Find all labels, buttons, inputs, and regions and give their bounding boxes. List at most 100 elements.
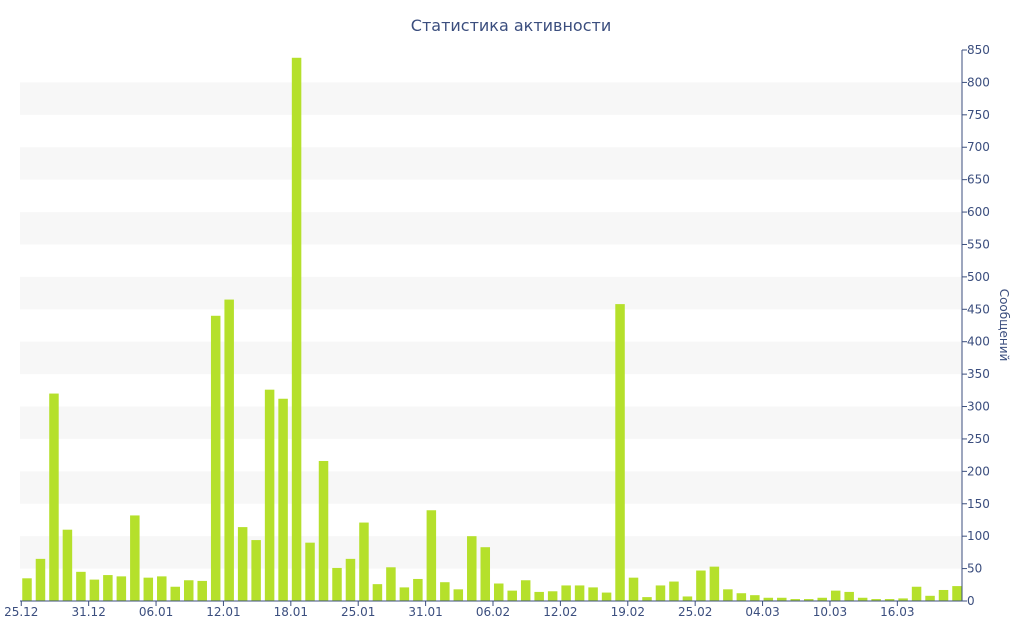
bar[interactable] [22, 578, 32, 601]
bar[interactable] [507, 590, 517, 601]
bar[interactable] [574, 585, 585, 601]
bar[interactable] [372, 584, 383, 601]
y-tick-label: 450 [967, 302, 990, 316]
grid-band [20, 406, 962, 439]
bar[interactable] [413, 578, 423, 601]
bar[interactable] [224, 299, 234, 601]
y-tick-label: 300 [967, 400, 990, 414]
bar[interactable] [49, 393, 59, 601]
y-tick-label: 50 [967, 562, 982, 576]
bar[interactable] [251, 540, 261, 601]
bar[interactable] [318, 460, 329, 601]
bar[interactable] [89, 579, 100, 601]
bar[interactable] [736, 593, 747, 601]
bar[interactable] [278, 398, 288, 601]
bar[interactable] [386, 567, 396, 601]
x-tick-label: 06.01 [139, 605, 173, 619]
x-tick-label: 25.02 [678, 605, 712, 619]
bar[interactable] [291, 57, 302, 601]
bar[interactable] [210, 315, 221, 601]
bar[interactable] [898, 598, 908, 601]
bar[interactable] [520, 580, 531, 601]
grid-band [20, 82, 962, 115]
x-tick-label: 25.12 [4, 605, 38, 619]
bar[interactable] [777, 597, 787, 601]
bar[interactable] [480, 547, 491, 601]
bar[interactable] [911, 586, 922, 601]
bar[interactable] [76, 571, 86, 601]
bar[interactable] [197, 580, 207, 601]
y-tick-label: 500 [967, 270, 990, 284]
y-tick-label: 600 [967, 205, 990, 219]
grid-bands [20, 82, 962, 569]
bar[interactable] [467, 536, 477, 601]
bar[interactable] [763, 597, 774, 601]
bar[interactable] [857, 597, 868, 601]
chart-title: Статистика активности [411, 16, 611, 35]
x-tick-label: 16.03 [880, 605, 914, 619]
bar[interactable] [561, 585, 571, 601]
bar[interactable] [884, 599, 895, 601]
bar[interactable] [143, 577, 154, 601]
bar[interactable] [682, 596, 693, 601]
x-tick-label: 25.01 [341, 605, 375, 619]
bar[interactable] [305, 542, 315, 601]
bar[interactable] [534, 591, 544, 601]
bar[interactable] [844, 591, 854, 601]
bar[interactable] [655, 585, 666, 601]
bar[interactable] [790, 599, 801, 601]
bar[interactable] [157, 576, 167, 601]
bar[interactable] [35, 558, 46, 601]
y-tick-label: 150 [967, 497, 990, 511]
bar[interactable] [588, 587, 598, 601]
bar[interactable] [669, 581, 679, 601]
x-tick-label: 06.02 [476, 605, 510, 619]
bar[interactable] [723, 589, 733, 601]
bar[interactable] [359, 522, 369, 601]
bar[interactable] [493, 583, 504, 602]
bar[interactable] [237, 527, 248, 601]
bar[interactable] [709, 566, 720, 601]
bar[interactable] [642, 597, 652, 601]
y-tick-label: 700 [967, 140, 990, 154]
bar[interactable] [952, 586, 962, 601]
bar[interactable] [830, 590, 841, 601]
bar[interactable] [399, 587, 410, 601]
bar[interactable] [628, 577, 639, 601]
bar[interactable] [453, 589, 464, 601]
bars [22, 57, 962, 602]
bar[interactable] [130, 515, 140, 601]
bar[interactable] [426, 510, 437, 601]
bar[interactable] [871, 599, 881, 601]
bar[interactable] [615, 304, 625, 601]
y-axis: 0 50 100 150 200 250 300 350 400 450 500 550 600 650 7… [961, 43, 990, 608]
bar[interactable] [750, 595, 760, 601]
x-tick-label: 12.01 [206, 605, 240, 619]
grid-band [20, 276, 962, 310]
bar[interactable] [803, 599, 814, 601]
y-tick-label: 850 [967, 43, 990, 57]
x-tick-label: 31.01 [408, 605, 442, 619]
y-tick-label: 750 [967, 108, 990, 122]
bar[interactable] [817, 597, 827, 601]
grid-band [20, 471, 962, 504]
y-tick-label: 400 [967, 335, 990, 349]
bar[interactable] [116, 576, 127, 601]
bar[interactable] [183, 580, 194, 601]
bar[interactable] [696, 570, 706, 601]
bar[interactable] [938, 589, 949, 601]
bar[interactable] [62, 529, 73, 601]
y-tick-label: 100 [967, 529, 990, 543]
bar[interactable] [332, 567, 342, 601]
x-tick-label: 18.01 [274, 605, 308, 619]
bar[interactable] [440, 582, 450, 601]
bar[interactable] [601, 592, 612, 601]
bar[interactable] [345, 558, 356, 601]
bar[interactable] [103, 575, 113, 601]
bar[interactable] [264, 389, 275, 601]
bar[interactable] [925, 595, 935, 601]
bar[interactable] [170, 586, 181, 601]
bar[interactable] [547, 591, 558, 601]
y-tick-label: 0 [967, 594, 975, 608]
